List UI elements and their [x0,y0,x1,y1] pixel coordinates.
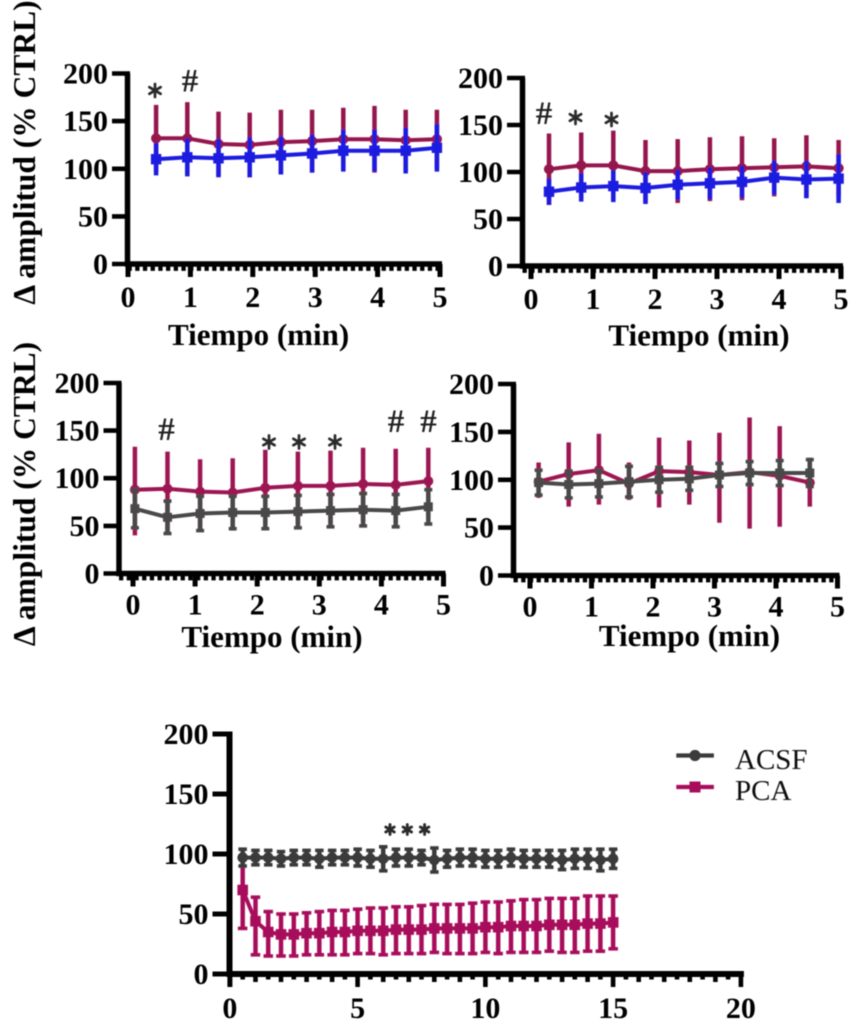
svg-text:100: 100 [449,464,494,497]
svg-text:PCA: PCA [735,775,791,807]
svg-text:0: 0 [523,591,538,624]
svg-text:4: 4 [772,283,787,316]
svg-text:150: 150 [458,109,503,142]
svg-text:50: 50 [464,512,494,545]
svg-text:Tiempo (min): Tiempo (min) [168,317,349,352]
svg-text:150: 150 [164,778,209,811]
svg-text:5: 5 [436,589,451,622]
svg-text:0: 0 [222,992,237,1024]
svg-text:3: 3 [312,589,327,622]
svg-text:4: 4 [769,591,784,624]
svg-text:100: 100 [458,156,503,189]
svg-text:150: 150 [449,416,494,449]
svg-text:#: # [158,412,175,448]
svg-text:10: 10 [470,992,500,1024]
svg-text:50: 50 [78,200,108,233]
svg-text:50: 50 [179,898,209,931]
svg-text:0: 0 [126,589,141,622]
svg-text:150: 150 [55,415,100,448]
svg-text:1: 1 [183,281,198,314]
svg-text:50: 50 [473,203,503,236]
svg-text:4: 4 [370,281,385,314]
svg-text:3: 3 [308,281,323,314]
svg-text:#: # [388,404,405,440]
svg-text:Δ amplitud (% CTRL): Δ amplitud (% CTRL) [7,342,42,646]
svg-text:0: 0 [479,560,494,593]
svg-text:4: 4 [374,589,389,622]
svg-text:2: 2 [245,281,260,314]
svg-text:1: 1 [586,283,601,316]
svg-text:Tiempo (min): Tiempo (min) [599,618,780,653]
svg-text:5: 5 [830,591,845,624]
svg-text:100: 100 [164,838,209,871]
svg-text:3: 3 [710,283,725,316]
svg-text:0: 0 [85,558,100,591]
svg-text:5: 5 [433,281,448,314]
svg-text:Tiempo (min): Tiempo (min) [608,318,789,353]
svg-text:200: 200 [449,368,494,401]
svg-text:100: 100 [63,153,108,186]
svg-text:0: 0 [488,250,503,283]
svg-text:Tiempo (min): Tiempo (min) [181,619,362,654]
svg-text:0: 0 [194,958,209,991]
svg-text:2: 2 [646,591,661,624]
svg-text:#: # [182,64,199,100]
svg-text:50: 50 [70,510,100,543]
svg-text:5: 5 [834,283,849,316]
svg-text:1: 1 [584,591,599,624]
svg-text:#: # [420,404,437,440]
svg-text:15: 15 [598,992,628,1024]
svg-text:0: 0 [524,283,539,316]
svg-text:5: 5 [350,992,365,1024]
svg-text:150: 150 [63,105,108,138]
svg-text:20: 20 [726,992,756,1024]
svg-text:200: 200 [55,367,100,400]
svg-text:#: # [536,96,553,132]
svg-text:0: 0 [121,281,136,314]
svg-text:3: 3 [707,591,722,624]
svg-text:2: 2 [250,589,265,622]
svg-text:200: 200 [164,718,209,751]
svg-text:100: 100 [55,462,100,495]
svg-text:0: 0 [93,248,108,281]
svg-text:200: 200 [458,62,503,95]
svg-text:ACSF: ACSF [735,744,808,776]
svg-text:Δ amplitud (% CTRL): Δ amplitud (% CTRL) [7,0,42,304]
svg-text:200: 200 [63,58,108,91]
svg-text:2: 2 [648,283,663,316]
svg-text:1: 1 [188,589,203,622]
